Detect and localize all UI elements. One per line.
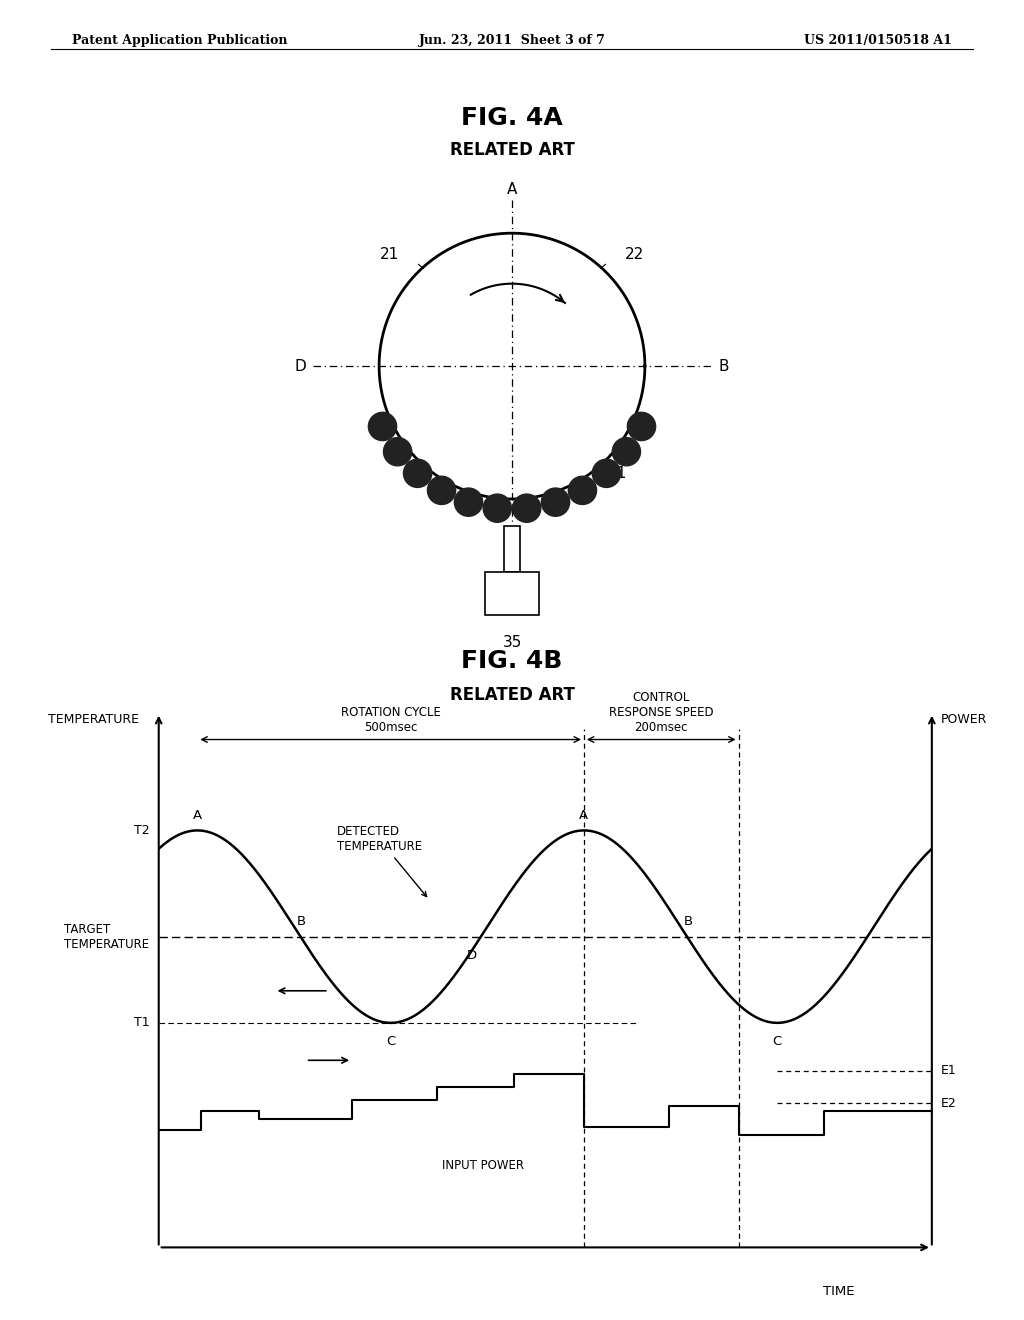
- Text: Jun. 23, 2011  Sheet 3 of 7: Jun. 23, 2011 Sheet 3 of 7: [419, 34, 605, 48]
- Text: 22: 22: [625, 247, 644, 263]
- Text: E2: E2: [941, 1097, 956, 1110]
- Text: C: C: [772, 1035, 782, 1048]
- Text: RELATED ART: RELATED ART: [450, 686, 574, 705]
- Circle shape: [483, 494, 511, 523]
- Text: TIME: TIME: [823, 1284, 855, 1298]
- Text: TARGET
TEMPERATURE: TARGET TEMPERATURE: [65, 923, 150, 952]
- Circle shape: [384, 437, 412, 466]
- Text: A: A: [193, 809, 202, 822]
- Text: FIG. 4B: FIG. 4B: [462, 649, 562, 673]
- Text: C: C: [507, 527, 517, 543]
- Circle shape: [455, 488, 482, 516]
- Text: A: A: [580, 809, 589, 822]
- Text: B: B: [684, 915, 693, 928]
- Text: FIG. 4A: FIG. 4A: [461, 106, 563, 129]
- Text: Patent Application Publication: Patent Application Publication: [72, 34, 287, 48]
- Bar: [485, 572, 539, 615]
- Text: POWER: POWER: [941, 713, 987, 726]
- Text: B: B: [718, 359, 728, 374]
- Text: C: C: [386, 1035, 395, 1048]
- Circle shape: [628, 412, 655, 441]
- Circle shape: [612, 437, 640, 466]
- Text: US 2011/0150518 A1: US 2011/0150518 A1: [805, 34, 952, 48]
- Text: 31: 31: [607, 466, 627, 480]
- Text: T2: T2: [134, 824, 150, 837]
- Text: ROTATION CYCLE
500msec: ROTATION CYCLE 500msec: [341, 706, 440, 734]
- Text: INPUT POWER: INPUT POWER: [442, 1159, 524, 1172]
- Circle shape: [369, 412, 396, 441]
- Circle shape: [403, 459, 432, 487]
- Text: B: B: [297, 915, 306, 928]
- Text: CONTROL
RESPONSE SPEED
200msec: CONTROL RESPONSE SPEED 200msec: [609, 692, 714, 734]
- Text: D: D: [294, 359, 306, 374]
- Text: TEMPERATURE: TEMPERATURE: [48, 713, 139, 726]
- Text: RELATED ART: RELATED ART: [450, 141, 574, 160]
- Text: E1: E1: [941, 1064, 956, 1077]
- Text: DETECTED
TEMPERATURE: DETECTED TEMPERATURE: [337, 825, 427, 896]
- Text: A: A: [507, 182, 517, 197]
- Circle shape: [427, 477, 456, 504]
- Text: 21: 21: [380, 247, 399, 263]
- Circle shape: [513, 494, 541, 523]
- Bar: [504, 525, 520, 572]
- Text: D: D: [467, 949, 477, 962]
- Text: 35: 35: [503, 635, 521, 651]
- Circle shape: [568, 477, 597, 504]
- Circle shape: [542, 488, 569, 516]
- Circle shape: [592, 459, 621, 487]
- Text: T1: T1: [134, 1016, 150, 1030]
